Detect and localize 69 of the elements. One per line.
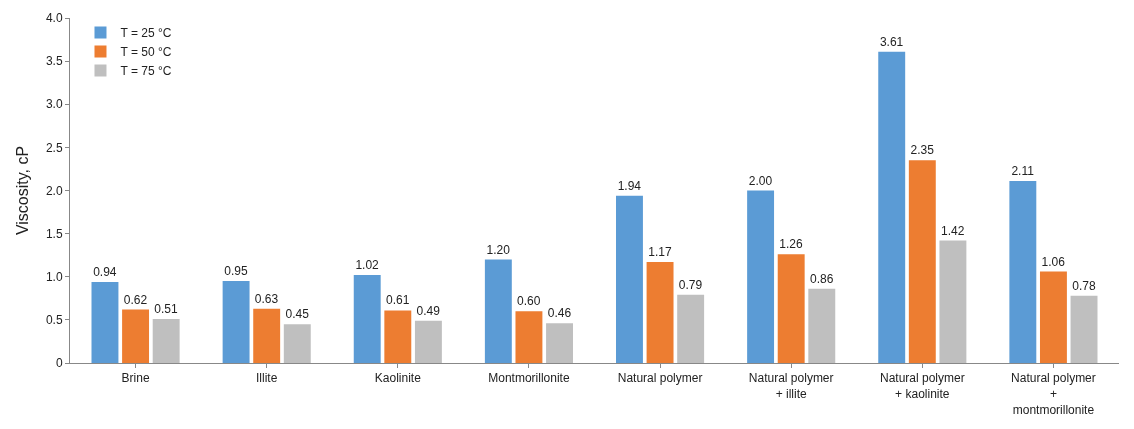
bar xyxy=(91,281,119,363)
x-tick-label: Illite xyxy=(256,371,278,386)
y-tick-label: 1.5 xyxy=(45,226,63,241)
bar xyxy=(515,311,543,363)
data-label: 1.06 xyxy=(1041,254,1066,269)
bar xyxy=(414,320,442,363)
data-label: 0.94 xyxy=(93,264,117,279)
bar xyxy=(878,51,906,363)
bar xyxy=(747,190,775,363)
data-label: 1.26 xyxy=(779,237,804,252)
bar xyxy=(1070,295,1098,363)
bar xyxy=(353,275,381,363)
y-tick-label: 0 xyxy=(55,356,63,371)
bar xyxy=(939,240,967,363)
x-tick-label: Natural polymer xyxy=(617,371,703,386)
x-tick-label: Montmorillonite xyxy=(488,371,570,386)
x-tick-label: Natural polymer + illite xyxy=(748,371,834,401)
y-tick-label: 4.0 xyxy=(45,11,63,26)
data-label: 0.78 xyxy=(1072,278,1096,293)
bar xyxy=(384,310,412,363)
y-tick-label: 1.0 xyxy=(45,269,63,284)
bar xyxy=(1009,181,1037,363)
bar xyxy=(1039,271,1067,363)
x-tick-label: Brine xyxy=(121,371,150,386)
bar xyxy=(122,309,150,363)
data-label: 2.35 xyxy=(910,143,935,158)
data-label: 0.95 xyxy=(224,264,248,279)
x-tick-label: Kaolinite xyxy=(374,371,422,386)
y-tick-label: 0.5 xyxy=(45,313,63,328)
data-label: 1.94 xyxy=(617,178,642,193)
data-label: 0.46 xyxy=(547,306,572,321)
data-label: 1.17 xyxy=(648,245,672,260)
x-tick-label: Natural polymer + montmorillonite xyxy=(1011,371,1096,417)
data-label: 0.45 xyxy=(285,307,310,322)
legend-label: T = 75 °C xyxy=(120,64,172,79)
bar xyxy=(484,259,512,363)
bar xyxy=(908,160,936,363)
data-label: 2.00 xyxy=(748,173,773,188)
data-label: 2.11 xyxy=(1011,164,1035,179)
data-label: 3.61 xyxy=(879,34,904,49)
y-tick-label: 2.0 xyxy=(45,183,63,198)
y-tick-label: 3.0 xyxy=(45,97,63,112)
bar xyxy=(777,254,805,363)
legend-label: T = 25 °C xyxy=(120,26,172,41)
data-label: 1.42 xyxy=(941,223,965,238)
bar xyxy=(677,294,705,363)
data-label: 0.61 xyxy=(385,293,410,308)
bar xyxy=(253,308,281,363)
bar xyxy=(283,324,311,363)
x-tick-label: Natural polymer + kaolinite xyxy=(879,371,965,401)
bar xyxy=(616,195,643,363)
data-label: 1.02 xyxy=(355,258,380,273)
bar xyxy=(152,319,180,363)
data-label: 0.51 xyxy=(154,302,178,317)
bar xyxy=(222,281,250,363)
bar xyxy=(646,262,674,363)
bar xyxy=(808,288,836,363)
y-tick-label: 2.5 xyxy=(45,140,63,155)
data-label: 1.20 xyxy=(486,242,511,257)
data-label: 0.62 xyxy=(123,292,148,307)
bar xyxy=(546,323,573,363)
y-axis-title: Viscosity, cP xyxy=(14,145,31,236)
data-label: 0.49 xyxy=(416,303,441,318)
data-label: 0.79 xyxy=(678,277,703,292)
legend-label: T = 50 °C xyxy=(120,45,172,60)
data-label: 0.60 xyxy=(517,294,541,309)
data-label: 0.63 xyxy=(254,291,279,306)
y-tick-label: 3.5 xyxy=(45,54,63,69)
data-label: 0.86 xyxy=(809,271,834,286)
